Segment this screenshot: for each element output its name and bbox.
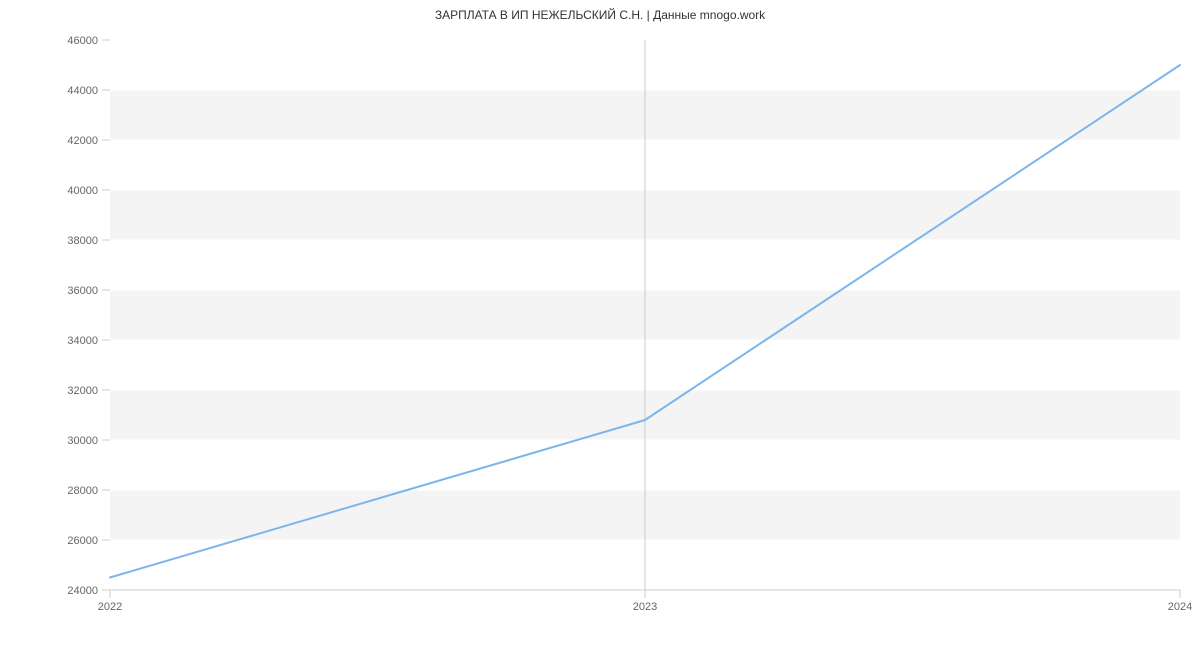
- y-tick-label: 38000: [67, 235, 98, 247]
- y-tick-label: 36000: [67, 285, 98, 297]
- salary-line-chart: ЗАРПЛАТА В ИП НЕЖЕЛЬСКИЙ С.Н. | Данные m…: [0, 0, 1200, 650]
- y-tick-label: 24000: [67, 585, 98, 597]
- y-tick-label: 44000: [67, 85, 98, 97]
- y-tick-label: 30000: [67, 435, 98, 447]
- x-tick-label: 2023: [633, 601, 657, 613]
- y-tick-label: 40000: [67, 185, 98, 197]
- y-tick-label: 34000: [67, 335, 98, 347]
- y-tick-label: 26000: [67, 535, 98, 547]
- x-tick-label: 2022: [98, 601, 122, 613]
- y-tick-label: 32000: [67, 385, 98, 397]
- y-tick-label: 46000: [67, 35, 98, 47]
- y-tick-label: 42000: [67, 135, 98, 147]
- y-tick-label: 28000: [67, 485, 98, 497]
- x-tick-label: 2024: [1168, 601, 1192, 613]
- chart-svg: 24000 26000 28000 30000 32000 34000 36000 38000…: [0, 0, 1200, 650]
